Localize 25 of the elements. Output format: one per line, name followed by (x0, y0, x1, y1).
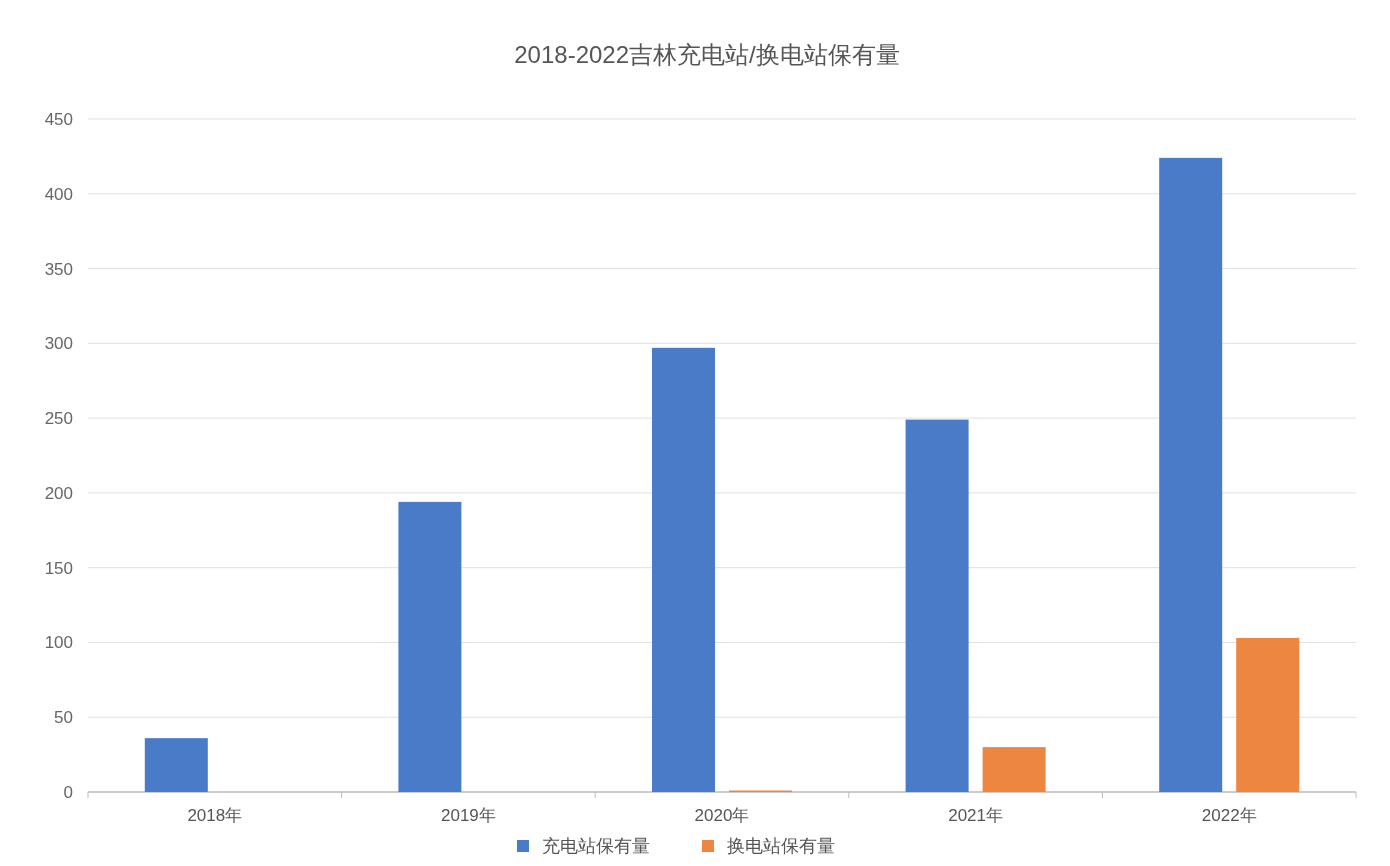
y-tick-label: 0 (63, 783, 73, 802)
chart-title: 2018-2022吉林充电站/换电站保有量 (514, 41, 900, 68)
y-tick-label: 100 (44, 633, 73, 653)
y-tick-label: 300 (44, 334, 73, 354)
bar (1236, 637, 1300, 792)
x-tick-label: 2019年 (440, 806, 496, 825)
bar (652, 347, 715, 792)
x-tick-label: 2022年 (1201, 806, 1257, 825)
y-tick-label: 450 (44, 110, 73, 129)
y-tick-label: 150 (44, 558, 73, 578)
y-tick-label: 350 (44, 259, 73, 279)
y-tick-label: 200 (44, 483, 73, 503)
bar (398, 501, 462, 792)
x-tick-label: 2020年 (694, 806, 750, 825)
x-tick-label: 2018年 (187, 806, 243, 825)
bar (144, 738, 208, 792)
y-tick-label: 400 (44, 184, 73, 204)
y-tick-label: 250 (44, 409, 73, 429)
legend-label: 换电站保有量 (727, 836, 835, 856)
legend-label: 充电站保有量 (542, 836, 650, 856)
y-tick-label: 50 (54, 708, 73, 728)
bar (1159, 157, 1223, 792)
bar (982, 747, 1046, 792)
bar (905, 419, 969, 792)
x-tick-label: 2021年 (948, 806, 1004, 825)
